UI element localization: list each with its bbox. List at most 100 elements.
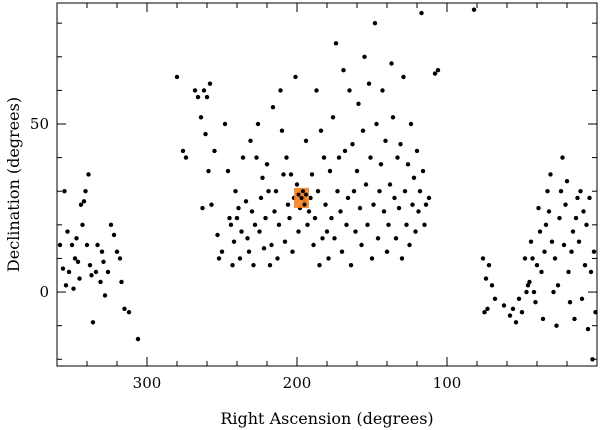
data-point	[561, 242, 567, 248]
data-point	[288, 172, 294, 177]
x-tick-label: 300	[133, 374, 162, 392]
data-point	[318, 128, 324, 133]
data-point	[69, 242, 75, 248]
data-point	[560, 155, 565, 160]
data-point	[311, 242, 316, 248]
cluster-point	[296, 192, 301, 197]
data-point	[306, 209, 312, 214]
data-point	[237, 256, 243, 261]
data-point	[480, 256, 486, 261]
data-point	[198, 115, 204, 120]
data-point	[119, 279, 124, 285]
x-tick-label: 200	[283, 374, 312, 392]
data-point	[323, 202, 328, 207]
data-point	[239, 229, 244, 234]
data-point	[312, 215, 318, 221]
data-point	[252, 222, 258, 228]
data-point	[350, 141, 355, 147]
data-point	[414, 148, 420, 154]
data-point	[524, 289, 529, 295]
data-point	[314, 88, 319, 93]
data-point	[254, 155, 259, 160]
data-point	[227, 215, 232, 221]
data-point	[339, 249, 345, 254]
data-point	[80, 222, 85, 228]
data-point	[426, 195, 432, 201]
data-point	[483, 276, 489, 281]
data-point	[587, 195, 592, 201]
data-point	[86, 172, 91, 177]
data-point	[579, 296, 585, 301]
data-point	[374, 121, 379, 127]
data-point	[591, 249, 597, 254]
data-point	[393, 236, 399, 241]
data-point	[336, 155, 342, 160]
data-point	[57, 242, 63, 248]
data-point	[584, 222, 589, 228]
data-point	[308, 195, 313, 201]
data-point	[62, 189, 67, 194]
data-point	[539, 269, 544, 275]
data-point	[105, 269, 111, 275]
x-tick-label: 100	[433, 374, 462, 392]
data-point	[354, 168, 360, 174]
data-point	[419, 10, 424, 16]
data-point	[536, 205, 541, 211]
data-point	[516, 296, 522, 301]
data-point	[398, 141, 403, 147]
data-point	[282, 239, 288, 244]
data-point	[207, 81, 213, 86]
data-point	[405, 162, 411, 167]
data-point	[320, 236, 325, 241]
data-point	[420, 168, 426, 174]
data-point	[347, 88, 352, 93]
data-point	[356, 101, 361, 107]
data-point	[485, 306, 490, 312]
data-point	[566, 269, 571, 275]
data-point	[338, 209, 343, 214]
data-point	[377, 189, 382, 194]
data-point	[98, 279, 103, 285]
data-point	[372, 20, 378, 26]
data-point	[60, 266, 66, 271]
data-point	[410, 202, 415, 207]
data-point	[411, 175, 417, 180]
data-point	[114, 249, 120, 254]
data-point	[122, 306, 127, 312]
data-point	[81, 199, 87, 204]
data-point	[216, 256, 222, 261]
data-point	[552, 256, 558, 261]
data-point	[507, 313, 513, 318]
data-point	[555, 283, 561, 288]
data-point	[416, 209, 421, 214]
data-point	[390, 115, 396, 120]
data-point	[245, 236, 250, 241]
data-point	[174, 74, 180, 80]
data-point	[75, 259, 81, 265]
data-point	[540, 316, 546, 322]
data-point	[432, 71, 438, 76]
data-point	[276, 222, 282, 228]
data-point	[74, 236, 79, 241]
data-point	[200, 205, 205, 211]
data-point	[269, 242, 274, 248]
data-point	[489, 283, 495, 288]
data-point	[248, 138, 253, 144]
x-axis-label: Right Ascension (degrees)	[220, 409, 433, 428]
cluster-point	[302, 202, 307, 207]
data-point	[381, 209, 387, 214]
data-point	[281, 172, 286, 177]
data-point	[392, 195, 397, 201]
data-point	[231, 239, 237, 244]
data-point	[209, 202, 214, 207]
data-points	[57, 7, 598, 362]
data-point	[542, 249, 547, 254]
data-point	[551, 289, 556, 295]
data-point	[326, 256, 331, 261]
data-point	[71, 286, 76, 291]
data-point	[402, 189, 408, 194]
data-point	[111, 232, 117, 238]
data-point	[263, 215, 268, 221]
data-point	[305, 222, 310, 228]
